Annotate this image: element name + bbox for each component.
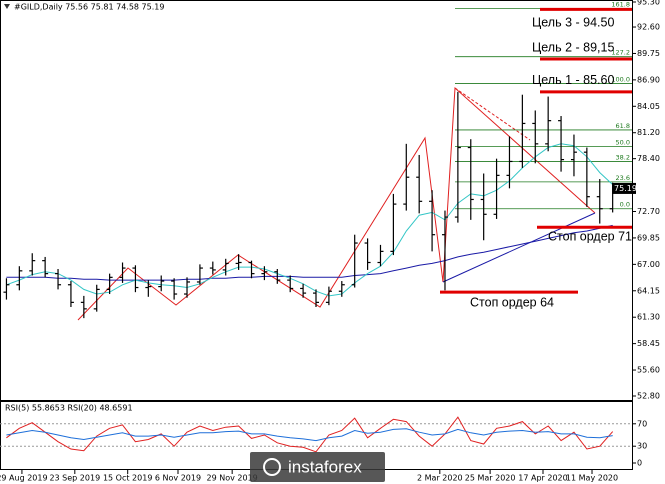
- x-tick-label: 23 Sep 2019: [49, 474, 100, 483]
- last-price-box: [612, 182, 636, 194]
- y-tick-label: 92.60: [637, 23, 660, 32]
- last-price: 75.19: [614, 184, 637, 193]
- fib-label: 127.2: [611, 49, 630, 57]
- chart-header: #GILD,Daily 75.56 75.81 74.58 75.19: [14, 3, 164, 12]
- fib-label: 100.0: [611, 76, 630, 84]
- y-tick-label: 89.75: [637, 49, 660, 58]
- rsi-header: RSI(5) 55.8653 RSI(20) 48.6591: [5, 404, 133, 413]
- x-tick-label: 29 Aug 2019: [0, 474, 48, 483]
- fib-label: 50.0: [616, 139, 630, 147]
- header-icon: [4, 4, 10, 9]
- x-tick-label: 6 Nov 2019: [155, 474, 201, 483]
- y-tick-label: 81.20: [637, 128, 660, 137]
- moving-average: [6, 224, 613, 281]
- rsi-line: [6, 416, 614, 453]
- annotation: Цель 1 - 85.60: [532, 73, 614, 87]
- y-tick-label: 86.90: [637, 75, 660, 84]
- y-tick-label: 30: [637, 442, 647, 451]
- annotation: Стоп ордер 64: [470, 295, 554, 309]
- annotation: Цель 2 - 89,15: [532, 40, 614, 54]
- x-tick-label: 17 Apr 2020: [518, 474, 567, 483]
- fib-label: 38.2: [616, 153, 630, 161]
- y-tick-label: 58.45: [637, 339, 660, 348]
- watermark-logo: [263, 458, 281, 476]
- trend-dashed: [454, 87, 531, 141]
- y-tick-label: 95.30: [637, 0, 660, 7]
- x-tick-label: 15 Oct 2019: [103, 474, 152, 483]
- x-tick-label: 25 Mar 2020: [465, 474, 516, 483]
- annotation: Цель 3 - 94.50: [532, 16, 614, 30]
- y-tick-label: 52.80: [637, 392, 660, 401]
- trend-support: [442, 212, 596, 283]
- fib-label: 23.6: [616, 174, 630, 182]
- y-tick-label: 64.15: [637, 286, 660, 295]
- fib-label: 61.8: [616, 122, 630, 130]
- annotation: Стоп ордер 71: [548, 230, 632, 244]
- fib-label: 0.0: [620, 201, 630, 209]
- watermark-text: instaforex: [288, 457, 362, 476]
- y-tick-label: 72.70: [637, 207, 660, 216]
- rsi-line: [6, 428, 613, 442]
- y-tick-label: 70: [637, 419, 647, 428]
- y-tick-label: 69.85: [637, 233, 660, 242]
- watermark-box: [250, 452, 385, 482]
- y-tick-label: 67.00: [637, 260, 660, 269]
- y-tick-label: 55.60: [637, 366, 660, 375]
- y-tick-label: 61.30: [637, 313, 660, 322]
- x-tick-label: 11 May 2020: [566, 474, 618, 483]
- main-panel: [0, 0, 633, 401]
- watermark: instaforex: [250, 452, 385, 482]
- x-tick-label: 29 Nov 2019: [207, 474, 258, 483]
- y-tick-label: 84.05: [637, 102, 660, 111]
- moving-average: [6, 143, 614, 297]
- fib-label: 161.8: [611, 0, 630, 8]
- x-tick-label: 2 Mar 2020: [417, 474, 463, 483]
- y-tick-label: 0: [637, 459, 642, 468]
- y-tick-label: 78.40: [637, 154, 660, 163]
